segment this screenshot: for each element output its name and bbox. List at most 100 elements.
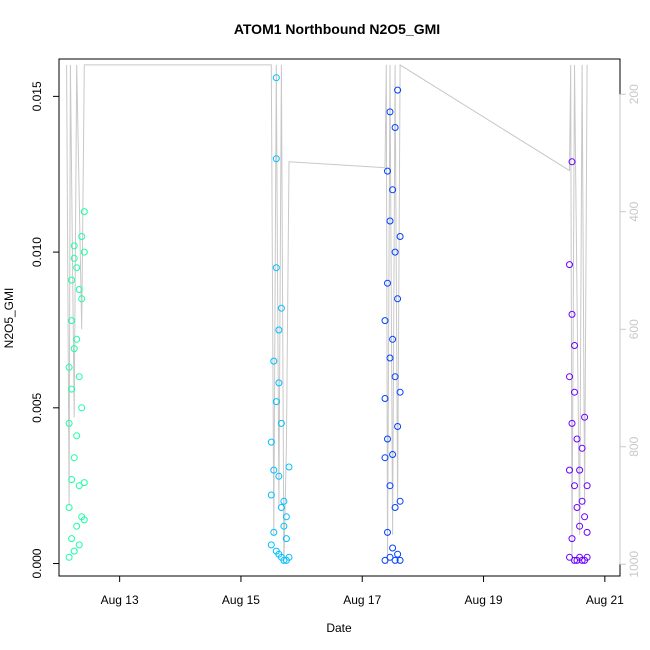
data-point — [386, 482, 394, 490]
data-point — [65, 419, 73, 427]
data-point — [391, 124, 399, 131]
series-3 — [381, 86, 404, 564]
data-point — [396, 388, 404, 396]
data-point — [282, 513, 290, 521]
data-point — [285, 553, 293, 561]
right-axis-tick-label: 1000 — [627, 551, 641, 578]
data-point — [394, 295, 402, 303]
data-point — [583, 528, 591, 536]
y-tick-label: 0.000 — [30, 548, 44, 578]
data-point — [396, 556, 404, 564]
y-tick-label: 0.010 — [30, 237, 44, 267]
data-point — [75, 541, 83, 549]
data-point — [581, 513, 589, 521]
data-point — [272, 264, 280, 272]
series-4 — [566, 158, 591, 564]
plot-area — [65, 64, 591, 565]
data-point — [65, 363, 73, 371]
data-point — [381, 395, 389, 402]
right-axis-tick-label: 200 — [627, 84, 641, 104]
data-point — [70, 345, 78, 353]
data-point — [568, 419, 576, 427]
data-point — [583, 553, 591, 561]
x-tick-label: Aug 17 — [343, 593, 381, 607]
data-point — [78, 233, 86, 240]
data-point — [568, 310, 576, 318]
x-axis-label: Date — [326, 621, 352, 635]
data-point — [70, 254, 78, 262]
data-point — [566, 373, 573, 381]
data-point — [384, 279, 391, 287]
data-point — [386, 217, 394, 225]
data-point — [571, 556, 578, 564]
data-point — [277, 504, 285, 511]
altitude-line — [66, 64, 588, 565]
data-point — [70, 454, 78, 462]
right-altitude-axis: 200 400 600 800 1000 — [619, 84, 641, 578]
x-axis: Aug 13 Aug 15 Aug 17 Aug 19 Aug 21 — [101, 575, 624, 607]
data-point — [80, 516, 88, 524]
chart-title: ATOM1 Northbound N2O5_GMI — [234, 21, 440, 37]
data-point — [391, 504, 399, 511]
y-tick-label: 0.005 — [30, 392, 44, 422]
right-axis-tick-label: 800 — [627, 436, 641, 456]
data-point — [80, 479, 88, 487]
data-point — [270, 528, 278, 536]
data-point — [396, 497, 404, 505]
series-2 — [267, 74, 293, 564]
data-point — [386, 553, 394, 561]
data-point — [381, 556, 389, 564]
data-point — [282, 535, 290, 543]
data-point — [389, 451, 397, 458]
data-point — [384, 528, 391, 536]
data-point — [568, 158, 576, 166]
data-point — [275, 379, 283, 387]
data-point — [272, 155, 280, 163]
data-point — [394, 86, 402, 94]
data-point — [70, 242, 78, 250]
series-1 — [65, 208, 88, 561]
data-point — [394, 550, 402, 558]
data-point — [386, 108, 394, 116]
data-point — [75, 373, 83, 381]
data-point — [73, 522, 81, 530]
data-point — [386, 354, 394, 362]
data-point — [581, 413, 589, 421]
y-tick-label: 0.015 — [30, 81, 44, 111]
data-point — [576, 522, 584, 530]
data-point — [73, 264, 81, 272]
data-point — [68, 385, 76, 393]
data-point — [583, 482, 591, 490]
data-point — [68, 476, 76, 483]
data-point — [394, 423, 402, 430]
data-point — [68, 535, 76, 543]
data-point — [78, 404, 86, 412]
data-point — [267, 541, 275, 549]
data-point — [389, 186, 397, 194]
data-point — [391, 556, 399, 564]
data-point — [391, 373, 399, 381]
data-point — [578, 444, 586, 452]
data-point — [73, 335, 81, 343]
data-point — [566, 261, 573, 269]
data-point — [576, 466, 584, 474]
data-point — [280, 497, 288, 505]
data-point — [68, 317, 76, 325]
data-point — [566, 466, 573, 474]
data-point — [384, 435, 391, 443]
data-point — [573, 435, 581, 443]
data-point — [275, 472, 283, 480]
y-axis: 0.000 0.005 0.010 0.015 — [30, 81, 60, 579]
data-point — [68, 276, 76, 284]
data-point — [65, 504, 73, 511]
x-tick-label: Aug 19 — [465, 593, 503, 607]
x-tick-label: Aug 13 — [101, 593, 139, 607]
right-axis-tick-label: 400 — [627, 201, 641, 221]
data-point — [267, 491, 275, 499]
data-point — [280, 522, 288, 530]
data-point — [571, 342, 578, 349]
data-point — [280, 556, 288, 564]
data-point — [578, 556, 586, 564]
data-point — [566, 553, 573, 561]
data-point — [75, 482, 83, 490]
